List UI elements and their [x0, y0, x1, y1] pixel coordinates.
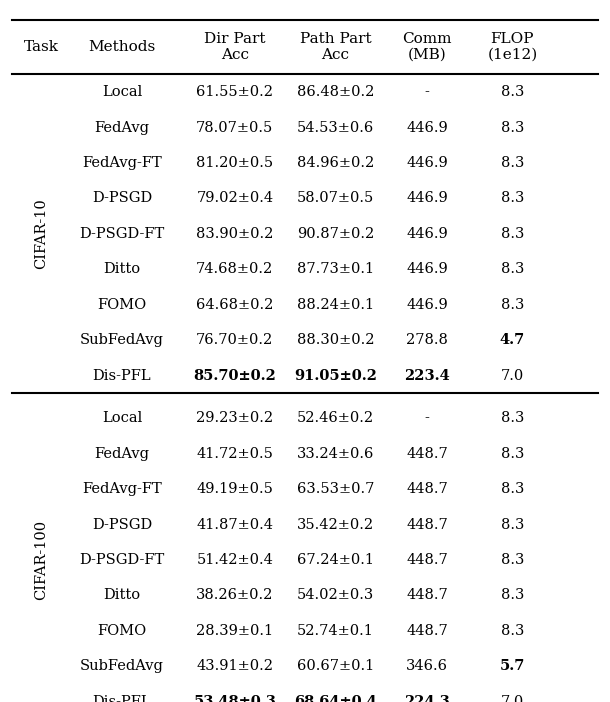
Text: 84.96±0.2: 84.96±0.2	[297, 156, 374, 170]
Text: 446.9: 446.9	[406, 121, 448, 135]
Text: 8.3: 8.3	[501, 263, 524, 277]
Text: FOMO: FOMO	[98, 298, 146, 312]
Text: 52.74±0.1: 52.74±0.1	[297, 624, 374, 638]
Text: 86.48±0.2: 86.48±0.2	[297, 85, 374, 99]
Text: 8.3: 8.3	[501, 517, 524, 531]
Text: 63.53±0.7: 63.53±0.7	[297, 482, 374, 496]
Text: SubFedAvg: SubFedAvg	[80, 333, 164, 347]
Text: 8.3: 8.3	[501, 482, 524, 496]
Text: SubFedAvg: SubFedAvg	[80, 659, 164, 673]
Text: 90.87±0.2: 90.87±0.2	[297, 227, 374, 241]
Text: FLOP
(1e12): FLOP (1e12)	[487, 32, 537, 62]
Text: D-PSGD-FT: D-PSGD-FT	[79, 553, 165, 567]
Text: 8.3: 8.3	[501, 624, 524, 638]
Text: 8.3: 8.3	[501, 121, 524, 135]
Text: 43.91±0.2: 43.91±0.2	[196, 659, 273, 673]
Text: 52.46±0.2: 52.46±0.2	[297, 411, 374, 425]
Text: 8.3: 8.3	[501, 192, 524, 206]
Text: D-PSGD: D-PSGD	[92, 192, 152, 206]
Text: 224.3: 224.3	[404, 695, 450, 702]
Text: 54.02±0.3: 54.02±0.3	[297, 588, 374, 602]
Text: Local: Local	[102, 85, 142, 99]
Text: 7.0: 7.0	[501, 369, 524, 383]
Text: 8.3: 8.3	[501, 156, 524, 170]
Text: 88.24±0.1: 88.24±0.1	[297, 298, 374, 312]
Text: Local: Local	[102, 411, 142, 425]
Text: Path Part
Acc: Path Part Acc	[300, 32, 371, 62]
Text: 35.42±0.2: 35.42±0.2	[297, 517, 374, 531]
Text: FedAvg: FedAvg	[95, 446, 149, 461]
Text: 83.90±0.2: 83.90±0.2	[196, 227, 273, 241]
Text: 446.9: 446.9	[406, 156, 448, 170]
Text: D-PSGD: D-PSGD	[92, 517, 152, 531]
Text: 85.70±0.2: 85.70±0.2	[193, 369, 276, 383]
Text: 8.3: 8.3	[501, 446, 524, 461]
Text: 8.3: 8.3	[501, 298, 524, 312]
Text: Dis-PFL: Dis-PFL	[93, 695, 151, 702]
Text: 67.24±0.1: 67.24±0.1	[297, 553, 374, 567]
Text: Task: Task	[24, 40, 59, 54]
Text: Methods: Methods	[88, 40, 156, 54]
Text: 8.3: 8.3	[501, 588, 524, 602]
Text: 68.64±0.4: 68.64±0.4	[294, 695, 377, 702]
Text: 448.7: 448.7	[406, 588, 448, 602]
Text: 51.42±0.4: 51.42±0.4	[196, 553, 273, 567]
Text: FedAvg-FT: FedAvg-FT	[82, 482, 162, 496]
Text: 60.67±0.1: 60.67±0.1	[297, 659, 374, 673]
Text: CIFAR-100: CIFAR-100	[35, 520, 48, 600]
Text: 8.3: 8.3	[501, 85, 524, 99]
Text: 87.73±0.1: 87.73±0.1	[297, 263, 374, 277]
Text: 78.07±0.5: 78.07±0.5	[196, 121, 273, 135]
Text: Ditto: Ditto	[104, 263, 140, 277]
Text: Dis-PFL: Dis-PFL	[93, 369, 151, 383]
Text: 448.7: 448.7	[406, 446, 448, 461]
Text: 346.6: 346.6	[406, 659, 448, 673]
Text: 74.68±0.2: 74.68±0.2	[196, 263, 273, 277]
Text: 448.7: 448.7	[406, 553, 448, 567]
Text: 446.9: 446.9	[406, 298, 448, 312]
Text: 446.9: 446.9	[406, 263, 448, 277]
Text: 41.72±0.5: 41.72±0.5	[196, 446, 273, 461]
Text: 41.87±0.4: 41.87±0.4	[196, 517, 273, 531]
Text: 33.24±0.6: 33.24±0.6	[297, 446, 374, 461]
Text: 61.55±0.2: 61.55±0.2	[196, 85, 273, 99]
Text: 448.7: 448.7	[406, 517, 448, 531]
Text: 79.02±0.4: 79.02±0.4	[196, 192, 273, 206]
Text: CIFAR-10: CIFAR-10	[35, 199, 48, 270]
Text: Ditto: Ditto	[104, 588, 140, 602]
Text: 54.53±0.6: 54.53±0.6	[297, 121, 374, 135]
Text: 81.20±0.5: 81.20±0.5	[196, 156, 273, 170]
Text: 49.19±0.5: 49.19±0.5	[196, 482, 273, 496]
Text: 223.4: 223.4	[404, 369, 450, 383]
Text: 448.7: 448.7	[406, 624, 448, 638]
Text: -: -	[425, 85, 429, 99]
Text: 29.23±0.2: 29.23±0.2	[196, 411, 273, 425]
Text: 278.8: 278.8	[406, 333, 448, 347]
Text: 7.0: 7.0	[501, 695, 524, 702]
Text: -: -	[425, 411, 429, 425]
Text: 8.3: 8.3	[501, 553, 524, 567]
Text: 8.3: 8.3	[501, 227, 524, 241]
Text: 5.7: 5.7	[500, 659, 525, 673]
Text: D-PSGD-FT: D-PSGD-FT	[79, 227, 165, 241]
Text: 448.7: 448.7	[406, 482, 448, 496]
Text: 446.9: 446.9	[406, 227, 448, 241]
Text: 8.3: 8.3	[501, 411, 524, 425]
Text: 64.68±0.2: 64.68±0.2	[196, 298, 273, 312]
Text: 88.30±0.2: 88.30±0.2	[296, 333, 375, 347]
Text: FOMO: FOMO	[98, 624, 146, 638]
Text: 76.70±0.2: 76.70±0.2	[196, 333, 273, 347]
Text: 446.9: 446.9	[406, 192, 448, 206]
Text: Comm
(MB): Comm (MB)	[402, 32, 452, 62]
Text: 53.48±0.3: 53.48±0.3	[193, 695, 276, 702]
Text: 4.7: 4.7	[500, 333, 525, 347]
Text: 58.07±0.5: 58.07±0.5	[297, 192, 374, 206]
Text: FedAvg-FT: FedAvg-FT	[82, 156, 162, 170]
Text: 38.26±0.2: 38.26±0.2	[196, 588, 273, 602]
Text: 91.05±0.2: 91.05±0.2	[294, 369, 377, 383]
Text: FedAvg: FedAvg	[95, 121, 149, 135]
Text: 28.39±0.1: 28.39±0.1	[196, 624, 273, 638]
Text: Dir Part
Acc: Dir Part Acc	[204, 32, 265, 62]
